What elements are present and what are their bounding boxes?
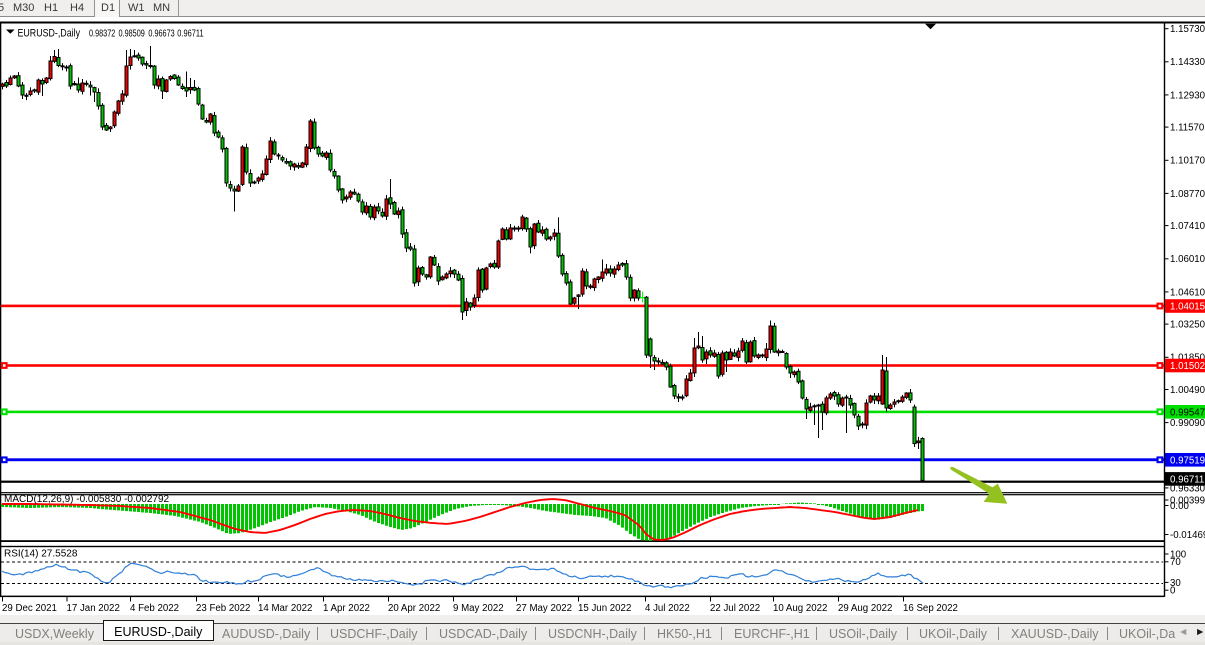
- svg-text:23 Feb 2022: 23 Feb 2022: [196, 603, 250, 614]
- svg-text:0.00399: 0.00399: [1170, 495, 1205, 506]
- svg-text:0.96711: 0.96711: [1170, 475, 1204, 486]
- svg-text:1.00490: 1.00490: [1170, 385, 1205, 396]
- svg-text:-0.01469: -0.01469: [1170, 530, 1205, 541]
- svg-text:1.04015: 1.04015: [1170, 302, 1205, 313]
- svg-text:1.11570: 1.11570: [1170, 123, 1205, 134]
- svg-text:0.96330: 0.96330: [1170, 483, 1205, 494]
- svg-text:0.99090: 0.99090: [1170, 418, 1205, 429]
- svg-text:1.10170: 1.10170: [1170, 156, 1205, 167]
- svg-text:16 Sep 2022: 16 Sep 2022: [903, 603, 958, 614]
- svg-text:15 Jun 2022: 15 Jun 2022: [578, 603, 631, 614]
- svg-text:100: 100: [1170, 549, 1187, 560]
- svg-text:0.96673: 0.96673: [148, 29, 175, 40]
- svg-text:1.01850: 1.01850: [1170, 353, 1205, 364]
- svg-text:1.14330: 1.14330: [1170, 57, 1205, 68]
- svg-text:4 Jul 2022: 4 Jul 2022: [645, 603, 690, 614]
- svg-text:4 Feb 2022: 4 Feb 2022: [130, 603, 179, 614]
- svg-text:29 Dec 2021: 29 Dec 2021: [2, 603, 57, 614]
- svg-text:30: 30: [1170, 578, 1181, 589]
- svg-text:RSI(14) 27.5528: RSI(14) 27.5528: [4, 549, 78, 560]
- svg-text:20 Apr 2022: 20 Apr 2022: [388, 603, 440, 614]
- svg-text:17 Jan 2022: 17 Jan 2022: [67, 603, 120, 614]
- svg-text:1.03250: 1.03250: [1170, 320, 1205, 331]
- svg-text:EURUSD-,Daily: EURUSD-,Daily: [18, 28, 81, 40]
- svg-text:70: 70: [1170, 557, 1181, 568]
- svg-text:22 Jul 2022: 22 Jul 2022: [710, 603, 760, 614]
- svg-text:0.98509: 0.98509: [119, 29, 146, 40]
- svg-text:0.97519: 0.97519: [1170, 455, 1205, 466]
- svg-text:0.99547: 0.99547: [1170, 407, 1205, 418]
- svg-text:1.08770: 1.08770: [1170, 189, 1205, 200]
- svg-text:1 Apr 2022: 1 Apr 2022: [323, 603, 370, 614]
- svg-text:9 May 2022: 9 May 2022: [453, 603, 504, 614]
- svg-text:1.15730: 1.15730: [1170, 24, 1205, 35]
- svg-text:1.04610: 1.04610: [1170, 287, 1205, 298]
- svg-text:1.06010: 1.06010: [1170, 254, 1205, 265]
- svg-text:0: 0: [1170, 586, 1176, 597]
- svg-text:0.98372: 0.98372: [89, 29, 116, 40]
- svg-text:0.00: 0.00: [1170, 501, 1189, 512]
- svg-text:10 Aug 2022: 10 Aug 2022: [773, 603, 827, 614]
- svg-text:14 Mar 2022: 14 Mar 2022: [258, 603, 312, 614]
- svg-text:29 Aug 2022: 29 Aug 2022: [838, 603, 892, 614]
- svg-text:MACD(12,26,9) -0.005830 -0.002: MACD(12,26,9) -0.005830 -0.002792: [4, 494, 170, 505]
- svg-text:27 May 2022: 27 May 2022: [516, 603, 572, 614]
- svg-text:0.96711: 0.96711: [177, 29, 204, 40]
- svg-text:1.01502: 1.01502: [1170, 361, 1205, 372]
- svg-text:1.12930: 1.12930: [1170, 90, 1205, 101]
- svg-text:1.07410: 1.07410: [1170, 221, 1205, 232]
